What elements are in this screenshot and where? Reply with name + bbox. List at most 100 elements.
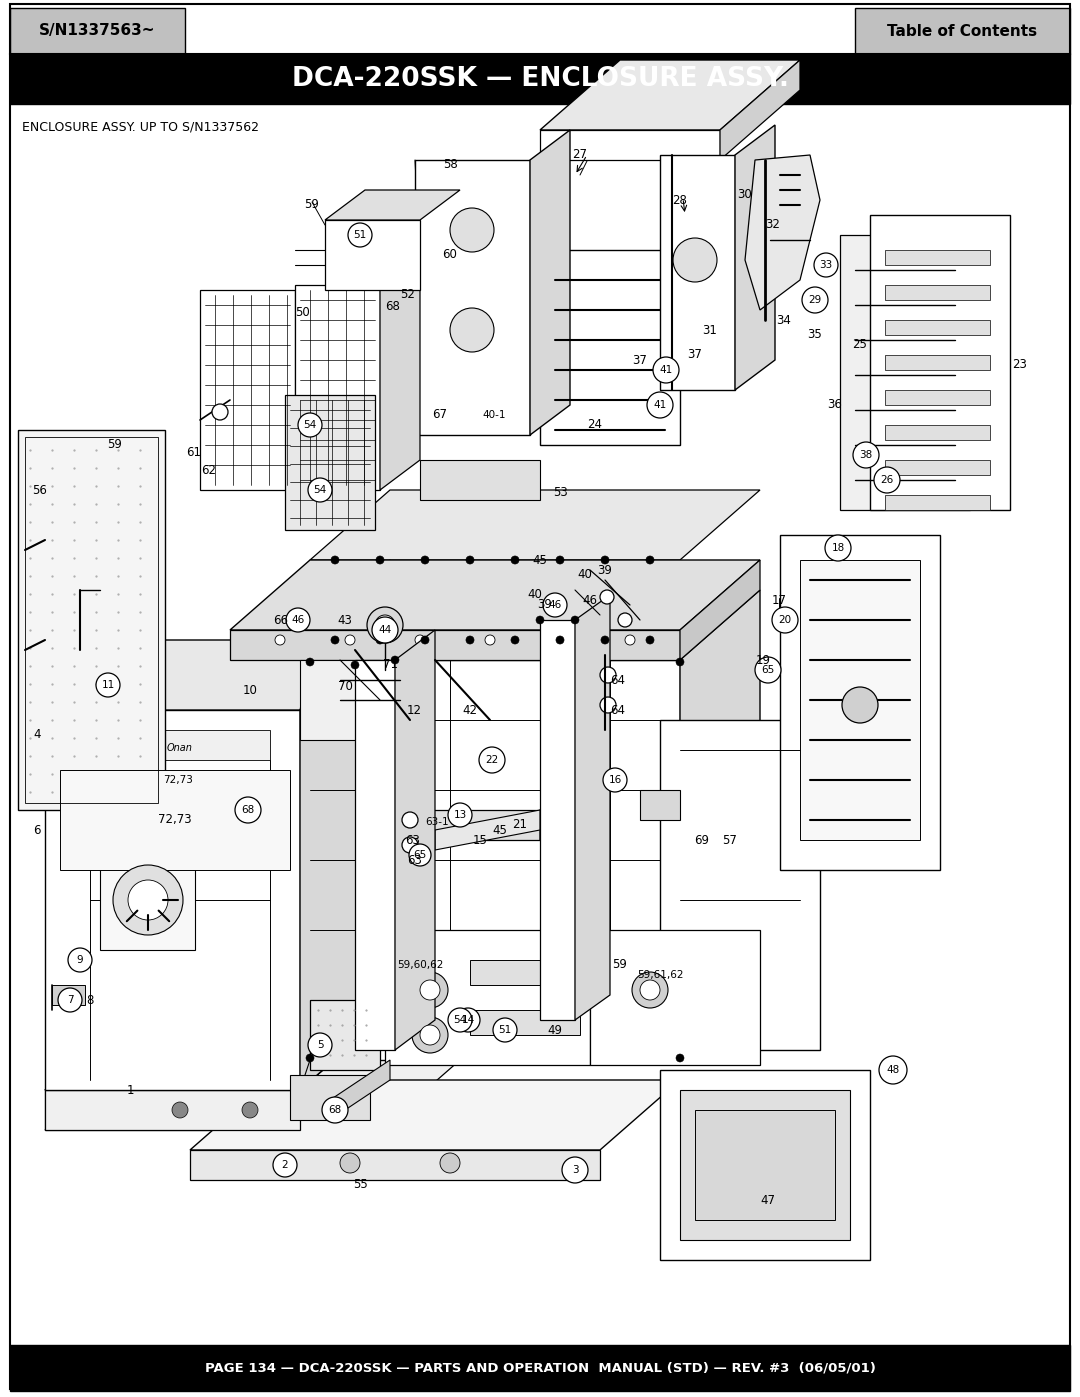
- Circle shape: [853, 441, 879, 468]
- Text: 59,60,62: 59,60,62: [396, 960, 443, 970]
- Text: 8: 8: [86, 993, 94, 1006]
- Text: 7: 7: [67, 995, 73, 1004]
- Polygon shape: [660, 1070, 870, 1260]
- Polygon shape: [45, 640, 380, 710]
- Circle shape: [306, 658, 314, 666]
- Circle shape: [879, 1056, 907, 1084]
- Text: 64: 64: [610, 673, 625, 686]
- Polygon shape: [660, 155, 735, 390]
- Circle shape: [242, 1102, 258, 1118]
- Text: 72,73: 72,73: [158, 813, 192, 827]
- Polygon shape: [530, 130, 570, 434]
- Text: 46: 46: [582, 594, 597, 606]
- Text: 3: 3: [571, 1165, 578, 1175]
- Text: 46: 46: [549, 599, 562, 610]
- Circle shape: [600, 590, 615, 604]
- Polygon shape: [780, 535, 940, 870]
- Text: 59: 59: [108, 439, 122, 451]
- Circle shape: [420, 981, 440, 1000]
- Text: 12: 12: [406, 704, 421, 717]
- Circle shape: [68, 949, 92, 972]
- Text: 40-1: 40-1: [483, 409, 505, 420]
- Text: 71: 71: [382, 658, 397, 672]
- Polygon shape: [310, 490, 760, 560]
- Circle shape: [562, 1157, 588, 1183]
- Text: 72,73: 72,73: [163, 775, 193, 785]
- Text: 54: 54: [303, 420, 316, 430]
- Circle shape: [814, 253, 838, 277]
- Polygon shape: [45, 1090, 300, 1130]
- Circle shape: [465, 636, 474, 644]
- Text: 40: 40: [527, 588, 542, 602]
- Polygon shape: [680, 1090, 850, 1241]
- Text: 43: 43: [338, 613, 352, 626]
- Polygon shape: [300, 659, 380, 740]
- Polygon shape: [735, 124, 775, 390]
- Polygon shape: [540, 250, 680, 446]
- Polygon shape: [395, 630, 435, 1051]
- Text: 53: 53: [553, 486, 567, 499]
- Circle shape: [113, 865, 183, 935]
- Circle shape: [600, 556, 609, 564]
- Polygon shape: [90, 731, 270, 760]
- Polygon shape: [885, 250, 990, 265]
- Text: 11: 11: [102, 680, 114, 690]
- Text: 63: 63: [407, 854, 422, 866]
- Circle shape: [874, 467, 900, 493]
- Text: 14: 14: [461, 1016, 474, 1025]
- Text: 31: 31: [703, 324, 717, 337]
- Circle shape: [376, 636, 384, 644]
- Polygon shape: [60, 770, 291, 870]
- Circle shape: [632, 972, 669, 1009]
- Circle shape: [600, 697, 616, 712]
- Text: 33: 33: [820, 260, 833, 270]
- Text: Table of Contents: Table of Contents: [888, 24, 1038, 39]
- Circle shape: [298, 414, 322, 437]
- Polygon shape: [395, 810, 540, 840]
- Text: 10: 10: [243, 683, 257, 697]
- Text: 52: 52: [401, 289, 416, 302]
- Circle shape: [555, 636, 565, 645]
- Circle shape: [646, 556, 654, 564]
- Circle shape: [842, 687, 878, 724]
- Text: 5: 5: [316, 1039, 323, 1051]
- Text: 15: 15: [473, 834, 487, 847]
- Text: 59: 59: [305, 198, 320, 211]
- Text: 70: 70: [338, 680, 352, 693]
- Circle shape: [375, 615, 395, 636]
- Circle shape: [351, 661, 359, 669]
- Circle shape: [825, 535, 851, 562]
- Text: S/N1337563~: S/N1337563~: [39, 24, 156, 39]
- Polygon shape: [885, 320, 990, 335]
- Text: 39: 39: [597, 563, 612, 577]
- Text: 61: 61: [187, 447, 202, 460]
- Polygon shape: [660, 719, 820, 1051]
- Polygon shape: [840, 235, 970, 510]
- Text: 55: 55: [353, 1179, 367, 1192]
- Circle shape: [308, 478, 332, 502]
- Text: 63-1: 63-1: [426, 817, 449, 827]
- Text: 59: 59: [612, 958, 627, 971]
- Polygon shape: [420, 460, 540, 500]
- Circle shape: [129, 880, 168, 921]
- Circle shape: [306, 1053, 314, 1062]
- Circle shape: [802, 286, 828, 313]
- Text: 41: 41: [660, 365, 673, 374]
- Text: 22: 22: [485, 754, 499, 766]
- Text: 24: 24: [588, 419, 603, 432]
- Circle shape: [646, 636, 654, 644]
- Text: ENCLOSURE ASSY. UP TO S/N1337562: ENCLOSURE ASSY. UP TO S/N1337562: [22, 120, 259, 133]
- Polygon shape: [575, 595, 610, 1020]
- Bar: [855, 8, 1070, 54]
- Circle shape: [556, 636, 564, 644]
- Polygon shape: [885, 390, 990, 405]
- Circle shape: [415, 636, 426, 645]
- Polygon shape: [45, 1060, 460, 1130]
- Circle shape: [465, 556, 474, 564]
- Circle shape: [440, 1153, 460, 1173]
- Text: 28: 28: [673, 194, 688, 207]
- Text: 6: 6: [33, 823, 41, 837]
- Polygon shape: [291, 1076, 370, 1120]
- Polygon shape: [885, 425, 990, 440]
- Circle shape: [543, 592, 567, 617]
